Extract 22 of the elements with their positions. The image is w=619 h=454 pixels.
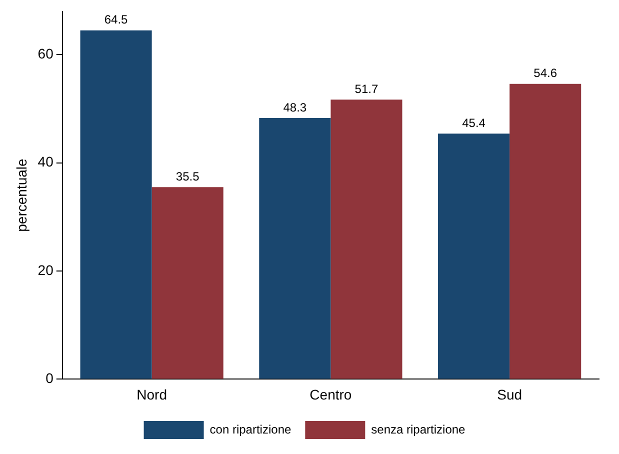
legend-label: con ripartizione [210,422,292,436]
data-label: 54.6 [534,66,558,80]
bar [510,84,582,379]
y-tick-label: 0 [46,370,54,386]
y-axis-title: percentuale [13,158,30,232]
y-tick-label: 60 [38,46,54,62]
legend-label: senza ripartizione [371,422,466,436]
x-tick-label: Sud [497,386,522,402]
data-label: 45.4 [462,116,486,130]
y-tick-label: 20 [38,262,54,278]
x-tick-label: Nord [136,386,167,402]
data-label: 51.7 [354,82,378,96]
data-label: 64.5 [104,12,128,27]
bar [330,100,402,379]
bar [152,187,224,379]
y-tick-label: 40 [38,154,54,170]
bar [259,118,331,379]
data-label: 48.3 [283,100,307,114]
data-label: 35.5 [176,170,200,184]
x-tick-label: Centro [310,386,352,402]
bar [80,30,152,379]
bar [438,134,510,379]
